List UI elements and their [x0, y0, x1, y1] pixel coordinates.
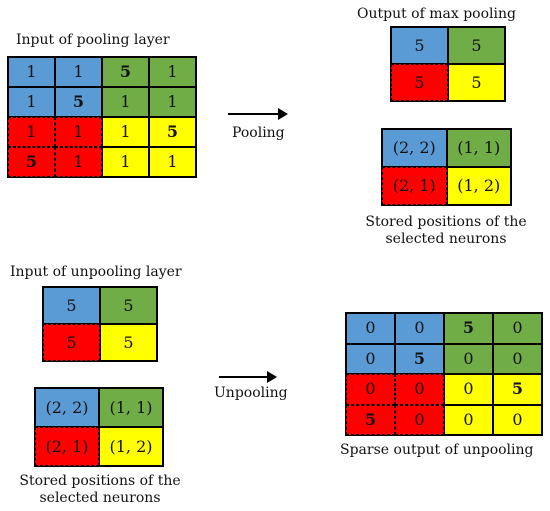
grid-cell: 1 [8, 87, 55, 117]
grid-cell: 5 [395, 343, 444, 374]
stored-positions-top-label-line2: selected neurons [385, 231, 507, 247]
grid-cell: 1 [102, 147, 149, 177]
output-max-pooling-label: Output of max pooling [357, 6, 516, 22]
grid-cell: 0 [493, 404, 542, 435]
pooling-arrow-icon [228, 108, 288, 120]
unpooling-input-grid: 5 5 5 5 [42, 286, 158, 362]
grid-cell: 5 [444, 313, 493, 344]
grid-cell: 5 [149, 117, 196, 147]
grid-cell: 0 [444, 404, 493, 435]
stored-positions-bottom-label-line1: Stored positions of the [19, 473, 181, 489]
grid-cell: 5 [493, 374, 542, 405]
grid-cell: 0 [395, 374, 444, 405]
grid-cell: 0 [395, 313, 444, 344]
grid-cell: 1 [102, 117, 149, 147]
grid-cell: (2, 2) [35, 388, 99, 427]
grid-cell: 1 [55, 117, 102, 147]
grid-cell: 5 [448, 64, 505, 101]
unpooling-label: Unpooling [214, 385, 288, 401]
grid-cell: 1 [102, 87, 149, 117]
pooling-label: Pooling [232, 125, 285, 141]
grid-cell: 1 [149, 87, 196, 117]
grid-cell: (1, 1) [446, 129, 511, 167]
grid-cell: (1, 1) [99, 388, 163, 427]
grid-cell: 1 [149, 147, 196, 177]
max-pooling-output-grid: 5 5 5 5 [390, 26, 506, 102]
grid-cell: 0 [346, 313, 395, 344]
input-pooling-label: Input of pooling layer [16, 32, 170, 48]
input-pooling-grid: 1 1 5 1 1 5 1 1 1 1 1 5 5 1 1 1 [7, 56, 197, 178]
grid-cell: 5 [43, 324, 100, 361]
grid-cell: 1 [55, 57, 102, 87]
grid-cell: 1 [149, 57, 196, 87]
grid-cell: (2, 1) [382, 167, 447, 205]
unpooling-output-grid: 0 0 5 0 0 5 0 0 0 0 0 5 5 0 0 0 [345, 312, 543, 436]
input-unpooling-label: Input of unpooling layer [10, 264, 182, 280]
grid-cell: (2, 1) [35, 427, 99, 466]
grid-cell: 1 [8, 57, 55, 87]
grid-cell: (1, 2) [99, 427, 163, 466]
stored-positions-bottom-label-line2: selected neurons [39, 490, 161, 506]
grid-cell: 1 [55, 147, 102, 177]
grid-cell: 5 [8, 147, 55, 177]
grid-cell: (2, 2) [382, 129, 447, 167]
grid-cell: 5 [43, 287, 100, 324]
grid-cell: 1 [8, 117, 55, 147]
grid-cell: 0 [444, 343, 493, 374]
grid-cell: 5 [391, 64, 448, 101]
grid-cell: 0 [346, 343, 395, 374]
grid-cell: 5 [391, 27, 448, 64]
grid-cell: 0 [395, 404, 444, 435]
grid-cell: 5 [346, 404, 395, 435]
grid-cell: 0 [444, 374, 493, 405]
unpooling-arrow-icon [219, 371, 277, 383]
grid-cell: 0 [493, 343, 542, 374]
stored-positions-top-label-line1: Stored positions of the [365, 214, 527, 230]
grid-cell: 5 [55, 87, 102, 117]
grid-cell: 0 [493, 313, 542, 344]
stored-positions-bottom-grid: (2, 2) (1, 1) (2, 1) (1, 2) [34, 387, 164, 467]
grid-cell: 5 [102, 57, 149, 87]
stored-positions-top-grid: (2, 2) (1, 1) (2, 1) (1, 2) [381, 128, 512, 206]
sparse-output-label: Sparse output of unpooling [340, 442, 534, 458]
grid-cell: 5 [100, 324, 157, 361]
grid-cell: 5 [448, 27, 505, 64]
grid-cell: 0 [346, 374, 395, 405]
grid-cell: 5 [100, 287, 157, 324]
grid-cell: (1, 2) [446, 167, 511, 205]
